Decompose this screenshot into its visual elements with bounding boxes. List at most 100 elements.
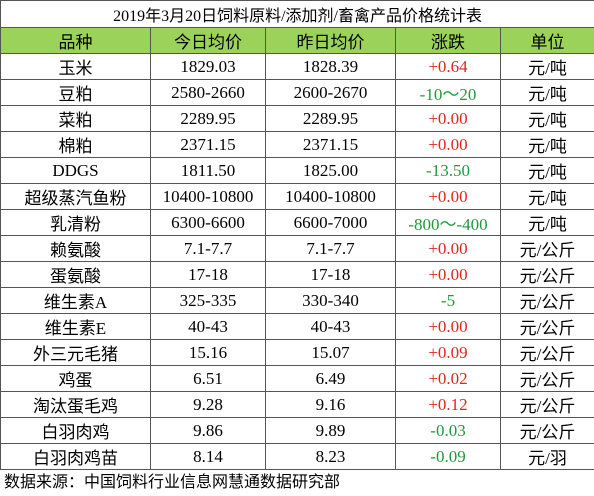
cell: -0.09 — [395, 443, 501, 470]
data-row: 菜粕 2289.95 2289.95 +0.00 元/吨 — [0, 105, 594, 132]
cell: 棉粕 — [0, 131, 151, 158]
cell: 元/公斤 — [499, 261, 594, 288]
data-row: 外三元毛猪 15.16 15.07 +0.09 元/公斤 — [0, 339, 594, 366]
cell: 325-335 — [150, 287, 266, 314]
cell: 8.23 — [265, 443, 396, 470]
cell: 9.16 — [265, 391, 396, 418]
cell: 9.28 — [150, 391, 266, 418]
table-title: 2019年3月20日饲料原料/添加剂/畜禽产品价格统计表 — [0, 0, 594, 28]
cell: 维生素A — [0, 287, 151, 314]
cell: 乳清粉 — [0, 209, 151, 236]
cell: 元/吨 — [499, 131, 594, 158]
cell: -10～20 — [395, 79, 501, 106]
data-row: 蛋氨酸 17-18 17-18 +0.00 元/公斤 — [0, 261, 594, 288]
cell: 菜粕 — [0, 105, 151, 132]
cell: 6.49 — [265, 365, 396, 392]
cell: 1829.03 — [150, 53, 266, 80]
cell: 9.86 — [150, 417, 266, 444]
cell: 元/吨 — [499, 209, 594, 236]
cell: 元/吨 — [499, 79, 594, 106]
data-row: 玉米 1829.03 1828.39 +0.64 元/吨 — [0, 53, 594, 80]
cell: 元/羽 — [499, 443, 594, 470]
cell: 10400-10800 — [265, 183, 396, 210]
cell: -800～-400 — [395, 209, 501, 236]
cell: 元/吨 — [499, 183, 594, 210]
cell: 9.89 — [265, 417, 396, 444]
cell: 2289.95 — [265, 105, 396, 132]
title-row: 2019年3月20日饲料原料/添加剂/畜禽产品价格统计表 — [0, 0, 594, 28]
cell: 7.1-7.7 — [150, 235, 266, 262]
data-row: 豆粕 2580-2660 2600-2670 -10～20 元/吨 — [0, 79, 594, 106]
cell: 7.1-7.7 — [265, 235, 396, 262]
cell: 1828.39 — [265, 53, 396, 80]
cell: 17-18 — [265, 261, 396, 288]
cell: 鸡蛋 — [0, 365, 151, 392]
header-cell: 单位 — [499, 27, 594, 54]
cell: +0.12 — [395, 391, 501, 418]
cell: 1825.00 — [265, 157, 396, 184]
cell: 元/公斤 — [499, 235, 594, 262]
header-cell: 涨跌 — [395, 27, 501, 54]
cell: +0.00 — [395, 313, 501, 340]
cell: 40-43 — [150, 313, 266, 340]
header-cell: 昨日均价 — [265, 27, 396, 54]
data-row: 白羽肉鸡苗 8.14 8.23 -0.09 元/羽 — [0, 443, 594, 470]
cell: 40-43 — [265, 313, 396, 340]
price-table: 2019年3月20日饲料原料/添加剂/畜禽产品价格统计表 品种 今日均价 昨日均价涨… — [0, 0, 594, 470]
header-cell: 品种 — [0, 27, 151, 54]
footer: 数据来源：中国饲料行业信息网慧通数据研究部 — [4, 474, 341, 491]
data-row: 棉粕 2371.15 2371.15 +0.00 元/吨 — [0, 131, 594, 158]
cell: 玉米 — [0, 53, 151, 80]
data-row: 淘汰蛋毛鸡 9.28 9.16 +0.12 元/公斤 — [0, 391, 594, 418]
cell: 白羽肉鸡苗 — [0, 443, 151, 470]
cell: 元/公斤 — [499, 417, 594, 444]
header-cell: 今日均价 — [150, 27, 266, 54]
cell: 8.14 — [150, 443, 266, 470]
cell: -0.03 — [395, 417, 501, 444]
cell: 外三元毛猪 — [0, 339, 151, 366]
cell: +0.00 — [395, 235, 501, 262]
cell: 赖氨酸 — [0, 235, 151, 262]
cell: -5 — [395, 287, 501, 314]
header-row: 品种 今日均价 昨日均价 涨跌 单位 — [0, 27, 594, 54]
cell: +0.00 — [395, 183, 501, 210]
cell: 豆粕 — [0, 79, 151, 106]
cell: 6600-7000 — [265, 209, 396, 236]
cell: 1811.50 — [150, 157, 266, 184]
cell: 330-340 — [265, 287, 396, 314]
cell: +0.00 — [395, 105, 501, 132]
cell: DDGS — [0, 157, 151, 184]
data-row: 超级蒸汽鱼粉 10400-10800 10400-10800 +0.00 元/吨 — [0, 183, 594, 210]
cell: +0.00 — [395, 131, 501, 158]
cell: 白羽肉鸡 — [0, 417, 151, 444]
cell: 2371.15 — [150, 131, 266, 158]
data-row: 维生素E 40-43 40-43 +0.00 元/公斤 — [0, 313, 594, 340]
data-row: DDGS 1811.50 1825.00 -13.50 元/吨 — [0, 157, 594, 184]
cell: 蛋氨酸 — [0, 261, 151, 288]
cell: 10400-10800 — [150, 183, 266, 210]
cell: 2600-2670 — [265, 79, 396, 106]
cell: 元/公斤 — [499, 365, 594, 392]
cell: +0.64 — [395, 53, 501, 80]
cell: 淘汰蛋毛鸡 — [0, 391, 151, 418]
cell: 2580-2660 — [150, 79, 266, 106]
cell: 2289.95 — [150, 105, 266, 132]
data-row: 乳清粉 6300-6600 6600-7000 -800～-400 元/吨 — [0, 209, 594, 236]
cell: 17-18 — [150, 261, 266, 288]
cell: +0.02 — [395, 365, 501, 392]
cell: 维生素E — [0, 313, 151, 340]
cell: 元/吨 — [499, 105, 594, 132]
data-row: 鸡蛋 6.51 6.49 +0.02 元/公斤 — [0, 365, 594, 392]
cell: -13.50 — [395, 157, 501, 184]
cell: 2371.15 — [265, 131, 396, 158]
cell: 元/吨 — [499, 157, 594, 184]
table-body: 2019年3月20日饲料原料/添加剂/畜禽产品价格统计表 品种 今日均价 昨日均价涨… — [0, 0, 594, 470]
cell: 15.07 — [265, 339, 396, 366]
cell: 6.51 — [150, 365, 266, 392]
cell: +0.09 — [395, 339, 501, 366]
cell: 元/公斤 — [499, 391, 594, 418]
cell: 超级蒸汽鱼粉 — [0, 183, 151, 210]
cell: +0.00 — [395, 261, 501, 288]
data-row: 维生素A 325-335 330-340 -5 元/公斤 — [0, 287, 594, 314]
cell: 元/公斤 — [499, 287, 594, 314]
